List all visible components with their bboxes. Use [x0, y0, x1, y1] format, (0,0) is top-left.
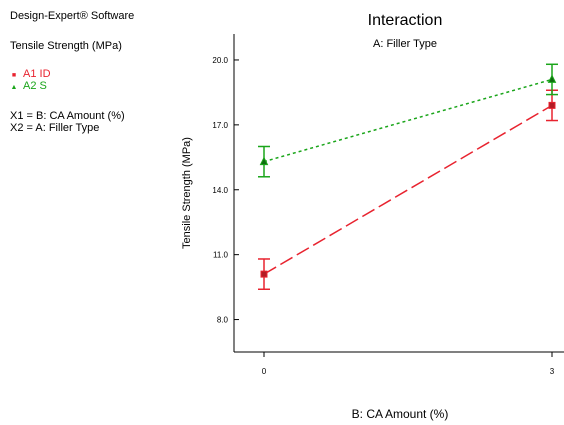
legend-item-a1: ■ A1 ID	[10, 68, 51, 82]
series-line	[263, 78, 553, 163]
y-tick-label: 8.0	[217, 316, 229, 325]
series-line	[263, 104, 553, 275]
square-icon: ■	[11, 72, 17, 79]
x-axis-label: B: CA Amount (%)	[352, 407, 449, 421]
legend-item-a2: ▲ A2 S	[10, 80, 47, 94]
data-point	[260, 270, 268, 278]
factor-x2-label: X2 = A: Filler Type	[10, 122, 100, 134]
data-point	[547, 74, 557, 83]
y-tick-label: 17.0	[212, 121, 228, 130]
software-label: Design-Expert® Software	[10, 10, 135, 22]
y-axis-label: Tensile Strength (MPa)	[181, 137, 193, 249]
x-tick-label: 0	[262, 367, 267, 376]
x-tick-label: 3	[550, 367, 555, 376]
chart-subtitle: A: Filler Type	[373, 38, 437, 50]
legend-label-a1: A1 ID	[23, 68, 51, 80]
y-tick-label: 14.0	[212, 186, 228, 195]
chart-title: Interaction	[368, 12, 443, 29]
legend-label-a2: A2 S	[23, 80, 47, 92]
data-point	[259, 156, 269, 166]
response-label: Tensile Strength (MPa)	[10, 40, 122, 52]
triangle-icon: ▲	[10, 84, 18, 91]
y-tick-label: 20.0	[212, 56, 228, 65]
factor-x1-label: X1 = B: CA Amount (%)	[10, 110, 125, 122]
data-point	[548, 101, 556, 109]
y-tick-label: 11.0	[213, 251, 229, 260]
plot-axes	[233, 34, 564, 353]
